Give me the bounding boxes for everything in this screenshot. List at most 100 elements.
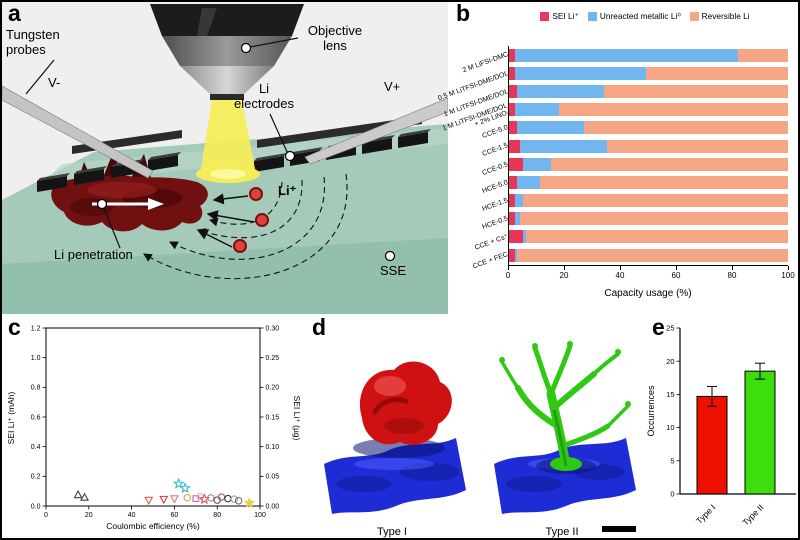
panel-label-c: c — [8, 314, 21, 340]
scatter-point — [243, 496, 256, 508]
bar-row — [509, 64, 788, 83]
bar-segment-1 — [514, 48, 738, 62]
x-tick-label: 0 — [44, 512, 48, 519]
capacity-bars — [508, 46, 788, 266]
x-tick — [732, 266, 733, 270]
occurrence-ylabel: Occurrences — [646, 385, 656, 437]
y-tick-label: 10 — [666, 423, 674, 432]
bar-segment-2 — [520, 212, 788, 226]
y-tick-label-left: 0.4 — [31, 444, 41, 451]
bar-label-row: HCE-1.5 — [448, 192, 510, 213]
bar-label-row: HCE-0.5 — [448, 210, 510, 231]
scatter-point — [169, 495, 179, 504]
bar-segment-1 — [520, 139, 607, 153]
capacity-legend: SEI Li⁺ Unreacted metallic Li⁰ Reversibl… — [492, 11, 798, 21]
panel-label-b: b — [456, 0, 471, 26]
capacity-labels: 2 M LiFSI-DMC 0.5 M LiTFSI-DME/DOL 1 M LiT… — [437, 46, 510, 271]
y-tick-label-left: 0.2 — [31, 474, 41, 481]
y-tick-label: 20 — [666, 357, 674, 366]
bar-segment-2 — [517, 248, 788, 262]
occurrence-content: 0 5 10 15 20 25 Type I Type II — [666, 324, 776, 527]
y-tick-label: 15 — [666, 390, 674, 399]
bar-segment-2 — [522, 194, 788, 208]
y-tick-label-right: 0.20 — [266, 385, 280, 392]
label-v-minus: V- — [48, 75, 61, 90]
bar-segment-1 — [514, 212, 521, 226]
capacity-chart: 2 M LiFSI-DMC 0.5 M LiTFSI-DME/DOL 1 M LiT… — [437, 46, 788, 271]
legend-item-sei: SEI Li⁺ — [540, 11, 579, 21]
bar-segment-1 — [514, 248, 518, 262]
scatter-point — [73, 489, 83, 499]
y-tick-label-right: 0.25 — [266, 355, 280, 362]
panel-a: a — [2, 2, 448, 314]
bar-label-row: HCE-5.0 — [448, 173, 510, 195]
li-ion-dot — [249, 187, 263, 201]
bar-segment-1 — [514, 194, 523, 208]
bar-row — [509, 46, 788, 65]
label-sse: SSE — [380, 263, 407, 278]
y-tick-label-left: 1.2 — [31, 325, 41, 332]
x-tick — [564, 266, 565, 270]
callout-dot-sse — [384, 250, 396, 262]
occurrence-category-label: Type II — [740, 502, 765, 527]
y-tick-label-left: 0.6 — [31, 414, 41, 421]
occurrence-category-label: Type I — [694, 502, 717, 525]
scatter-xlabel: Coulombic efficiency (%) — [106, 521, 200, 531]
x-tick — [620, 266, 621, 270]
bar-label-row: CCE-0.5 — [448, 155, 510, 177]
type-i-render — [324, 361, 466, 514]
bar-label-row: 2 M LiFSI-DMC — [448, 46, 509, 75]
bar-segment-0 — [509, 157, 523, 171]
x-tick-label: 100 — [254, 512, 266, 519]
bar-segment-0 — [509, 84, 518, 98]
bar-segment-2 — [550, 157, 788, 171]
scatter-points — [73, 477, 256, 508]
bar-row — [509, 155, 788, 174]
bar-label-row: CCE + Cs⁺ — [448, 228, 509, 253]
schematic-illustration — [2, 2, 448, 314]
scatter-point — [224, 494, 232, 503]
bar-segment-2 — [603, 84, 788, 98]
tungsten-probe-right — [304, 97, 448, 165]
li-electrodes-left — [37, 152, 181, 192]
x-tick — [788, 266, 789, 270]
bar-segment-1 — [522, 230, 526, 244]
bar-category-label: CCE + FEC — [472, 251, 510, 271]
bar-row — [509, 246, 788, 265]
x-tick-label: 80 — [727, 271, 737, 280]
bar-segment-0 — [509, 66, 515, 80]
y-tick-label-left: 1.0 — [31, 355, 41, 362]
reconstruction-images: Type I Type II — [324, 341, 636, 538]
y-tick-label-left: 0.8 — [31, 385, 41, 392]
bar-segment-2 — [606, 139, 788, 153]
bar-segment-2 — [539, 175, 788, 189]
scatter-axes: 0 20 40 60 80 100 0.0 0.2 0.4 0.6 0.8 1.0 1.2 0.00 0.0… — [31, 325, 279, 519]
label-li-electrodes: Li electrodes — [234, 81, 294, 111]
scatter-ylabel-right: SEI Li⁺ (µg) — [292, 396, 302, 441]
scatter-point — [159, 495, 169, 505]
type-i-label: Type I — [377, 526, 407, 538]
x-tick-label: 20 — [85, 512, 93, 519]
occurrence-bar-1 — [744, 370, 776, 495]
y-tick-label: 5 — [670, 456, 674, 465]
bar-segment-0 — [509, 175, 518, 189]
li-ions — [196, 187, 269, 253]
legend-label-unreacted: Unreacted metallic Li⁰ — [599, 11, 681, 21]
y-tick-label-right: 0.10 — [266, 444, 280, 451]
panel-b: b SEI Li⁺ Unreacted metallic Li⁰ Reversi… — [437, 0, 798, 314]
callout-dot-objective — [240, 42, 252, 54]
scatter-point — [234, 497, 243, 505]
scatter-point — [79, 492, 90, 501]
x-tick-label: 40 — [128, 512, 136, 519]
bar-row — [509, 209, 788, 228]
bar-segment-0 — [509, 212, 515, 226]
bar-segment-0 — [509, 248, 515, 262]
bar-segment-2 — [737, 48, 788, 62]
x-tick-label: 80 — [213, 512, 221, 519]
bar-segment-0 — [509, 103, 515, 117]
scatter-point — [172, 477, 185, 489]
capacity-xticks: 0 20 40 60 80 100 — [506, 266, 795, 282]
bar-segment-0 — [509, 230, 523, 244]
type-ii-label: Type II — [545, 526, 578, 538]
